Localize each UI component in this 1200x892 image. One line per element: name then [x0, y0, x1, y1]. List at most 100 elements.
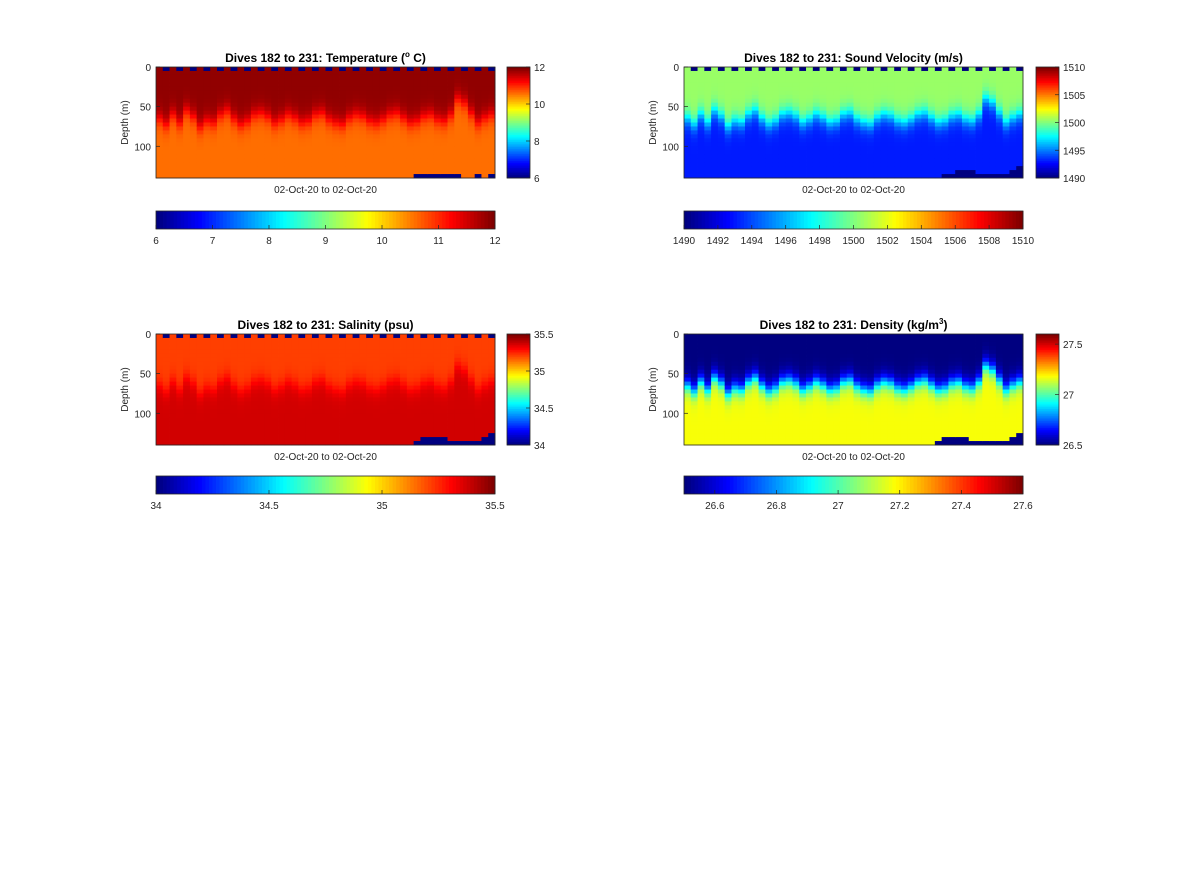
heatmap-cell: [393, 150, 401, 155]
heatmap-cell: [162, 154, 170, 159]
heatmap-cell: [156, 385, 164, 390]
heatmap-cell: [751, 122, 759, 127]
heatmap-cell: [305, 134, 313, 139]
heatmap-cell: [406, 102, 415, 108]
colorbar-swatch: [279, 211, 284, 229]
heatmap-cell: [156, 142, 164, 147]
heatmap-cell: [420, 393, 428, 398]
heatmap-cell: [461, 429, 469, 434]
heatmap-cell: [230, 421, 238, 426]
heatmap-cell: [690, 162, 698, 167]
heatmap-cell: [332, 341, 340, 347]
heatmap-cell: [833, 162, 841, 167]
heatmap-cell: [366, 78, 374, 84]
heatmap-cell: [690, 166, 698, 171]
heatmap-cell: [975, 98, 983, 104]
heatmap-cell: [717, 126, 726, 131]
heatmap-cell: [454, 377, 462, 382]
heatmap-cell: [372, 98, 381, 104]
heatmap-cell: [284, 82, 292, 88]
heatmap-cell: [271, 373, 279, 378]
colorbar-swatch: [332, 211, 337, 229]
heatmap-cell: [406, 146, 415, 151]
heatmap-cell: [366, 86, 374, 92]
heatmap-cell: [271, 82, 279, 88]
heatmap-cell: [488, 74, 496, 80]
heatmap-cell: [806, 102, 814, 108]
heatmap-cell: [745, 154, 753, 159]
heatmap-cell: [819, 134, 827, 139]
colorbar-swatch: [1036, 122, 1059, 125]
heatmap-cell: [386, 405, 394, 410]
heatmap-cell: [684, 353, 692, 359]
heatmap-cell: [352, 78, 360, 84]
heatmap-cell: [684, 341, 692, 347]
heatmap-cell: [305, 381, 313, 386]
heatmap-cell: [894, 130, 902, 135]
heatmap-cell: [156, 114, 164, 119]
heatmap-cell: [765, 174, 773, 179]
heatmap-cell: [305, 78, 313, 84]
colorbar-swatch: [466, 476, 471, 494]
heatmap-cell: [400, 110, 408, 115]
heatmap-cell: [237, 166, 245, 171]
colorbar-swatch: [507, 67, 530, 70]
heatmap-cell: [250, 166, 259, 171]
heatmap-cell: [826, 142, 834, 147]
colorbar-swatch: [507, 391, 530, 394]
heatmap-cell: [467, 353, 476, 359]
heatmap-cell: [717, 409, 726, 414]
heatmap-cell: [948, 130, 956, 135]
heatmap-cell: [690, 158, 698, 163]
heatmap-cell: [332, 70, 340, 76]
heatmap-cell: [717, 381, 726, 386]
heatmap-cell: [806, 67, 814, 72]
heatmap-cell: [366, 409, 374, 414]
heatmap-cell: [785, 162, 793, 167]
heatmap-cell: [697, 437, 705, 442]
heatmap-cell: [325, 413, 333, 418]
heatmap-cell: [799, 67, 807, 72]
heatmap-cell: [210, 162, 218, 167]
heatmap-cell: [230, 433, 238, 438]
heatmap-cell: [873, 102, 882, 108]
heatmap-cell: [887, 110, 895, 115]
heatmap-cell: [684, 162, 692, 167]
heatmap-cell: [311, 334, 320, 339]
heatmap-cell: [298, 74, 306, 80]
heatmap-cell: [386, 162, 394, 167]
bottom-colorbar-tick-label: 34: [150, 501, 162, 512]
heatmap-cell: [907, 130, 915, 135]
heatmap-cell: [420, 86, 428, 92]
heatmap-cell: [325, 166, 333, 171]
heatmap-cell: [948, 146, 956, 151]
heatmap-cell: [189, 381, 198, 386]
colorbar-swatch: [279, 476, 284, 494]
heatmap-cell: [291, 122, 299, 127]
heatmap-cell: [372, 138, 381, 143]
heatmap-cell: [183, 114, 191, 119]
heatmap-cell: [339, 98, 347, 104]
heatmap-cell: [717, 361, 726, 367]
colorbar-swatch: [814, 211, 819, 229]
colorbar-swatch: [973, 211, 978, 229]
heatmap-cell: [217, 98, 225, 104]
heatmap-cell: [189, 401, 198, 406]
heatmap-cell: [189, 393, 198, 398]
heatmap-cell: [427, 138, 435, 143]
heatmap-cell: [264, 90, 272, 96]
heatmap-cell: [271, 429, 279, 434]
heatmap-cell: [995, 70, 1004, 76]
heatmap-cell: [325, 82, 333, 88]
heatmap-cell: [454, 90, 462, 96]
heatmap-cell: [210, 373, 218, 378]
heatmap-cell: [264, 413, 272, 418]
heatmap-cell: [305, 421, 313, 426]
heatmap-cell: [339, 94, 347, 100]
heatmap-cell: [345, 361, 354, 367]
heatmap-cell: [887, 162, 895, 167]
heatmap-cell: [196, 67, 204, 72]
heatmap-cell: [738, 106, 746, 111]
heatmap-cell: [325, 441, 333, 446]
heatmap-cell: [176, 74, 184, 80]
